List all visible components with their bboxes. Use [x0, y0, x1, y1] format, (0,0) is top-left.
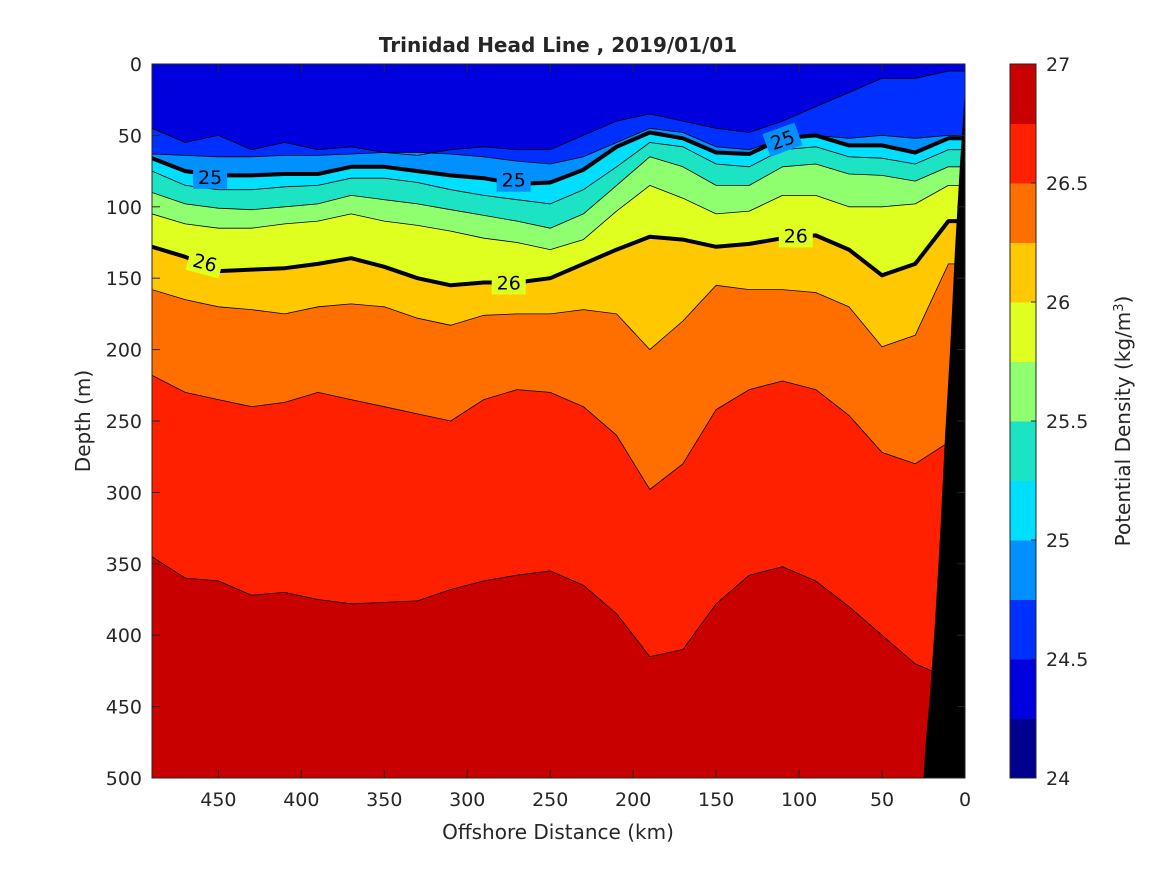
x-tick-label: 200 [615, 789, 651, 811]
colorbar-tick-label: 26.5 [1046, 173, 1088, 195]
x-axis-ticks: 450 400 350 300 250 200 150 100 50 0 [200, 64, 971, 811]
contour-label-text: 26 [497, 273, 521, 295]
y-tick-label: 50 [118, 125, 142, 147]
x-tick-label: 450 [200, 789, 236, 811]
colorbar-label-end: ) [1111, 296, 1135, 304]
colorbar-label-sup: 3 [1112, 303, 1127, 311]
isopycnal-26.25 [152, 263, 965, 350]
seafloor-bathymetry [923, 89, 965, 778]
colorbar-label: Potential Density (kg/m3) [1111, 296, 1135, 547]
y-axis-label: Depth (m) [71, 370, 95, 472]
x-tick-label: 250 [532, 789, 568, 811]
contour-label-text: 25 [502, 170, 526, 192]
contour-label-4: 26 [491, 270, 526, 295]
isopycnal-24.75 [152, 127, 965, 165]
contour-label-3: 26 [185, 246, 225, 279]
x-tick-label: 100 [781, 789, 817, 811]
y-tick-label: 200 [106, 340, 142, 362]
y-tick-label: 300 [106, 482, 142, 504]
contour-label-bg [496, 167, 531, 192]
x-tick-label: 350 [366, 789, 402, 811]
contour-labels: 25 25 25 26 26 26 [185, 122, 813, 295]
isopycnal-25.75 [152, 185, 965, 250]
isopycnal-26.5 [152, 374, 965, 490]
x-tick-label: 50 [870, 789, 894, 811]
y-tick-label: 150 [106, 268, 142, 290]
colorbar [1010, 64, 1036, 779]
y-tick-label: 350 [106, 554, 142, 576]
y-tick-label: 500 [106, 768, 142, 790]
contour-label-text: 25 [198, 167, 222, 189]
colorbar-swatch-25.75 [1010, 302, 1036, 362]
colorbar-swatch-26 [1010, 242, 1036, 303]
plot-area: 25 25 25 26 26 26 [152, 64, 965, 778]
colorbar-ticks: 24 24.5 25 25.5 26 26.5 27 [1031, 54, 1088, 790]
y-tick-label: 100 [106, 197, 142, 219]
colorbar-swatch-24.5 [1010, 599, 1036, 660]
colorbar-tick-label: 25.5 [1046, 411, 1088, 433]
isopycnal-26.75 [152, 556, 965, 679]
colorbar-swatch-25.25 [1010, 421, 1036, 481]
contour-label-bg [778, 223, 813, 248]
contour-label-5: 26 [778, 223, 813, 248]
colorbar-tick-label: 24 [1046, 768, 1070, 790]
isopycnal-26 [152, 219, 965, 288]
isopycnal-25.25 [152, 142, 965, 205]
colorbar-tick-label: 25 [1046, 530, 1070, 552]
colorbar-label-main: Potential Density (kg/m [1111, 312, 1135, 547]
isopycnal-lines [152, 70, 965, 679]
colorbar-swatch-26.25 [1010, 183, 1036, 243]
isopycnal-25.5 [152, 156, 965, 229]
isopycnal-24.5 [152, 70, 965, 156]
contour-label-1: 25 [496, 167, 531, 192]
colorbar-swatch-25.5 [1010, 361, 1036, 422]
colorbar-tick-label: 27 [1046, 54, 1070, 76]
x-tick-label: 150 [698, 789, 734, 811]
y-axis-ticks: 0 50 100 150 200 250 300 350 400 450 500 [106, 54, 965, 790]
colorbar-swatch-26.5 [1010, 123, 1036, 184]
contour-label-bg [185, 246, 225, 279]
y-tick-label: 250 [106, 411, 142, 433]
contour-label-bg [193, 164, 228, 189]
y-tick-label: 400 [106, 625, 142, 647]
contour-label-text: 26 [784, 225, 808, 247]
colorbar-swatch-26.75 [1010, 64, 1036, 124]
chart-title: Trinidad Head Line , 2019/01/01 [379, 33, 737, 57]
colorbar-tick-label: 26 [1046, 292, 1070, 314]
x-axis-label: Offshore Distance (km) [442, 820, 674, 844]
colorbar-tick-label: 24.5 [1046, 649, 1088, 671]
colorbar-swatch-25 [1010, 480, 1036, 541]
x-tick-label: 400 [283, 789, 319, 811]
colorbar-swatch-24.25 [1010, 659, 1036, 719]
contour-label-bg [491, 270, 526, 295]
density-band-26.75 [152, 556, 965, 778]
y-tick-label: 450 [106, 697, 142, 719]
y-tick-label: 0 [130, 54, 142, 76]
colorbar-swatch-24.75 [1010, 540, 1036, 600]
isopycnal-25 [152, 130, 965, 186]
contour-label-bg [762, 122, 803, 157]
contour-label-2: 25 [762, 122, 803, 157]
x-tick-label: 300 [449, 789, 485, 811]
contour-label-0: 25 [193, 164, 228, 189]
colorbar-swatch-24 [1010, 718, 1036, 779]
density-fills [152, 64, 965, 778]
x-tick-label: 0 [959, 789, 971, 811]
